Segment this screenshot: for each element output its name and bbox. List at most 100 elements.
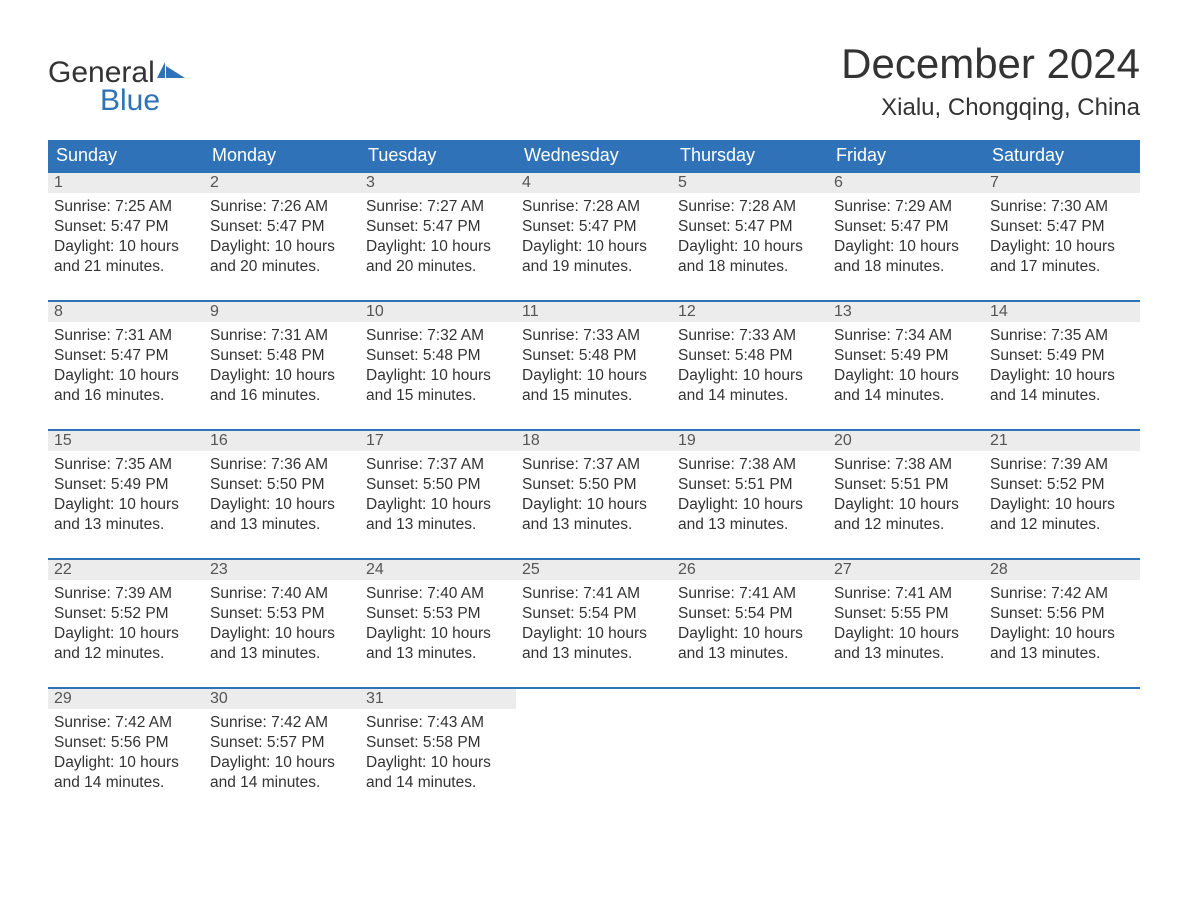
day-number: 22: [48, 559, 204, 580]
day-number: 7: [984, 172, 1140, 193]
day-number: 31: [360, 688, 516, 709]
daylight-line1: Daylight: 10 hours: [54, 366, 198, 386]
daylight-line1: Daylight: 10 hours: [210, 366, 354, 386]
day-number: 17: [360, 430, 516, 451]
daylight-line1: Daylight: 10 hours: [210, 624, 354, 644]
empty-cell: [984, 688, 1140, 709]
day-cell: Sunrise: 7:39 AMSunset: 5:52 PMDaylight:…: [984, 451, 1140, 559]
sunset-line: Sunset: 5:50 PM: [522, 475, 666, 495]
daylight-line2: and 18 minutes.: [678, 257, 822, 277]
day-cell: Sunrise: 7:40 AMSunset: 5:53 PMDaylight:…: [204, 580, 360, 688]
daylight-line2: and 13 minutes.: [522, 644, 666, 664]
day-number: 24: [360, 559, 516, 580]
day-cell: Sunrise: 7:41 AMSunset: 5:54 PMDaylight:…: [672, 580, 828, 688]
empty-cell: [828, 688, 984, 709]
day-number: 30: [204, 688, 360, 709]
sunrise-line: Sunrise: 7:39 AM: [990, 455, 1134, 475]
day-number: 10: [360, 301, 516, 322]
weekday-header: Saturday: [984, 140, 1140, 172]
sunset-line: Sunset: 5:53 PM: [210, 604, 354, 624]
daylight-line1: Daylight: 10 hours: [678, 366, 822, 386]
daylight-line1: Daylight: 10 hours: [990, 624, 1134, 644]
sunrise-line: Sunrise: 7:41 AM: [834, 584, 978, 604]
sunset-line: Sunset: 5:54 PM: [678, 604, 822, 624]
daylight-line2: and 19 minutes.: [522, 257, 666, 277]
day-cell: Sunrise: 7:40 AMSunset: 5:53 PMDaylight:…: [360, 580, 516, 688]
day-cell: Sunrise: 7:41 AMSunset: 5:54 PMDaylight:…: [516, 580, 672, 688]
weekday-header-row: Sunday Monday Tuesday Wednesday Thursday…: [48, 140, 1140, 172]
day-number: 18: [516, 430, 672, 451]
day-cell: Sunrise: 7:29 AMSunset: 5:47 PMDaylight:…: [828, 193, 984, 301]
daylight-line2: and 15 minutes.: [522, 386, 666, 406]
day-number: 9: [204, 301, 360, 322]
sunrise-line: Sunrise: 7:36 AM: [210, 455, 354, 475]
daylight-line2: and 13 minutes.: [990, 644, 1134, 664]
daylight-line2: and 13 minutes.: [522, 515, 666, 535]
content-row: Sunrise: 7:35 AMSunset: 5:49 PMDaylight:…: [48, 451, 1140, 559]
sunset-line: Sunset: 5:49 PM: [834, 346, 978, 366]
sunrise-line: Sunrise: 7:31 AM: [210, 326, 354, 346]
sunset-line: Sunset: 5:48 PM: [366, 346, 510, 366]
day-cell: Sunrise: 7:37 AMSunset: 5:50 PMDaylight:…: [516, 451, 672, 559]
sunrise-line: Sunrise: 7:38 AM: [834, 455, 978, 475]
daylight-line2: and 13 minutes.: [210, 515, 354, 535]
sunrise-line: Sunrise: 7:35 AM: [990, 326, 1134, 346]
daylight-line1: Daylight: 10 hours: [678, 624, 822, 644]
sunset-line: Sunset: 5:50 PM: [210, 475, 354, 495]
day-cell: Sunrise: 7:32 AMSunset: 5:48 PMDaylight:…: [360, 322, 516, 430]
daylight-line2: and 13 minutes.: [678, 644, 822, 664]
day-number: 2: [204, 172, 360, 193]
daylight-line2: and 14 minutes.: [54, 773, 198, 793]
day-number: 27: [828, 559, 984, 580]
sunrise-line: Sunrise: 7:37 AM: [366, 455, 510, 475]
daynum-row: 15161718192021: [48, 430, 1140, 451]
empty-cell: [828, 709, 984, 817]
calendar-table: Sunday Monday Tuesday Wednesday Thursday…: [48, 140, 1140, 817]
day-number: 28: [984, 559, 1140, 580]
day-number: 11: [516, 301, 672, 322]
daylight-line2: and 20 minutes.: [210, 257, 354, 277]
sunrise-line: Sunrise: 7:39 AM: [54, 584, 198, 604]
daylight-line2: and 14 minutes.: [990, 386, 1134, 406]
day-cell: Sunrise: 7:42 AMSunset: 5:57 PMDaylight:…: [204, 709, 360, 817]
sunrise-line: Sunrise: 7:37 AM: [522, 455, 666, 475]
day-number: 25: [516, 559, 672, 580]
day-cell: Sunrise: 7:38 AMSunset: 5:51 PMDaylight:…: [828, 451, 984, 559]
empty-cell: [672, 688, 828, 709]
day-cell: Sunrise: 7:33 AMSunset: 5:48 PMDaylight:…: [672, 322, 828, 430]
sunrise-line: Sunrise: 7:38 AM: [678, 455, 822, 475]
sunset-line: Sunset: 5:47 PM: [210, 217, 354, 237]
daylight-line2: and 15 minutes.: [366, 386, 510, 406]
daylight-line1: Daylight: 10 hours: [522, 237, 666, 257]
daynum-row: 891011121314: [48, 301, 1140, 322]
day-number: 14: [984, 301, 1140, 322]
daylight-line2: and 13 minutes.: [366, 644, 510, 664]
sunset-line: Sunset: 5:53 PM: [366, 604, 510, 624]
weekday-header: Monday: [204, 140, 360, 172]
sunset-line: Sunset: 5:47 PM: [678, 217, 822, 237]
daylight-line1: Daylight: 10 hours: [834, 624, 978, 644]
sunset-line: Sunset: 5:54 PM: [522, 604, 666, 624]
day-cell: Sunrise: 7:38 AMSunset: 5:51 PMDaylight:…: [672, 451, 828, 559]
content-row: Sunrise: 7:42 AMSunset: 5:56 PMDaylight:…: [48, 709, 1140, 817]
sunset-line: Sunset: 5:49 PM: [54, 475, 198, 495]
daylight-line1: Daylight: 10 hours: [54, 237, 198, 257]
day-cell: Sunrise: 7:36 AMSunset: 5:50 PMDaylight:…: [204, 451, 360, 559]
flag-icon: [157, 58, 187, 88]
daylight-line1: Daylight: 10 hours: [678, 495, 822, 515]
daylight-line1: Daylight: 10 hours: [522, 495, 666, 515]
day-number: 29: [48, 688, 204, 709]
day-number: 23: [204, 559, 360, 580]
sunset-line: Sunset: 5:51 PM: [834, 475, 978, 495]
daylight-line1: Daylight: 10 hours: [54, 624, 198, 644]
daylight-line1: Daylight: 10 hours: [990, 495, 1134, 515]
day-number: 21: [984, 430, 1140, 451]
sunrise-line: Sunrise: 7:32 AM: [366, 326, 510, 346]
day-cell: Sunrise: 7:27 AMSunset: 5:47 PMDaylight:…: [360, 193, 516, 301]
empty-cell: [984, 709, 1140, 817]
sunrise-line: Sunrise: 7:41 AM: [522, 584, 666, 604]
day-number: 19: [672, 430, 828, 451]
sunset-line: Sunset: 5:47 PM: [366, 217, 510, 237]
empty-cell: [516, 709, 672, 817]
day-number: 3: [360, 172, 516, 193]
